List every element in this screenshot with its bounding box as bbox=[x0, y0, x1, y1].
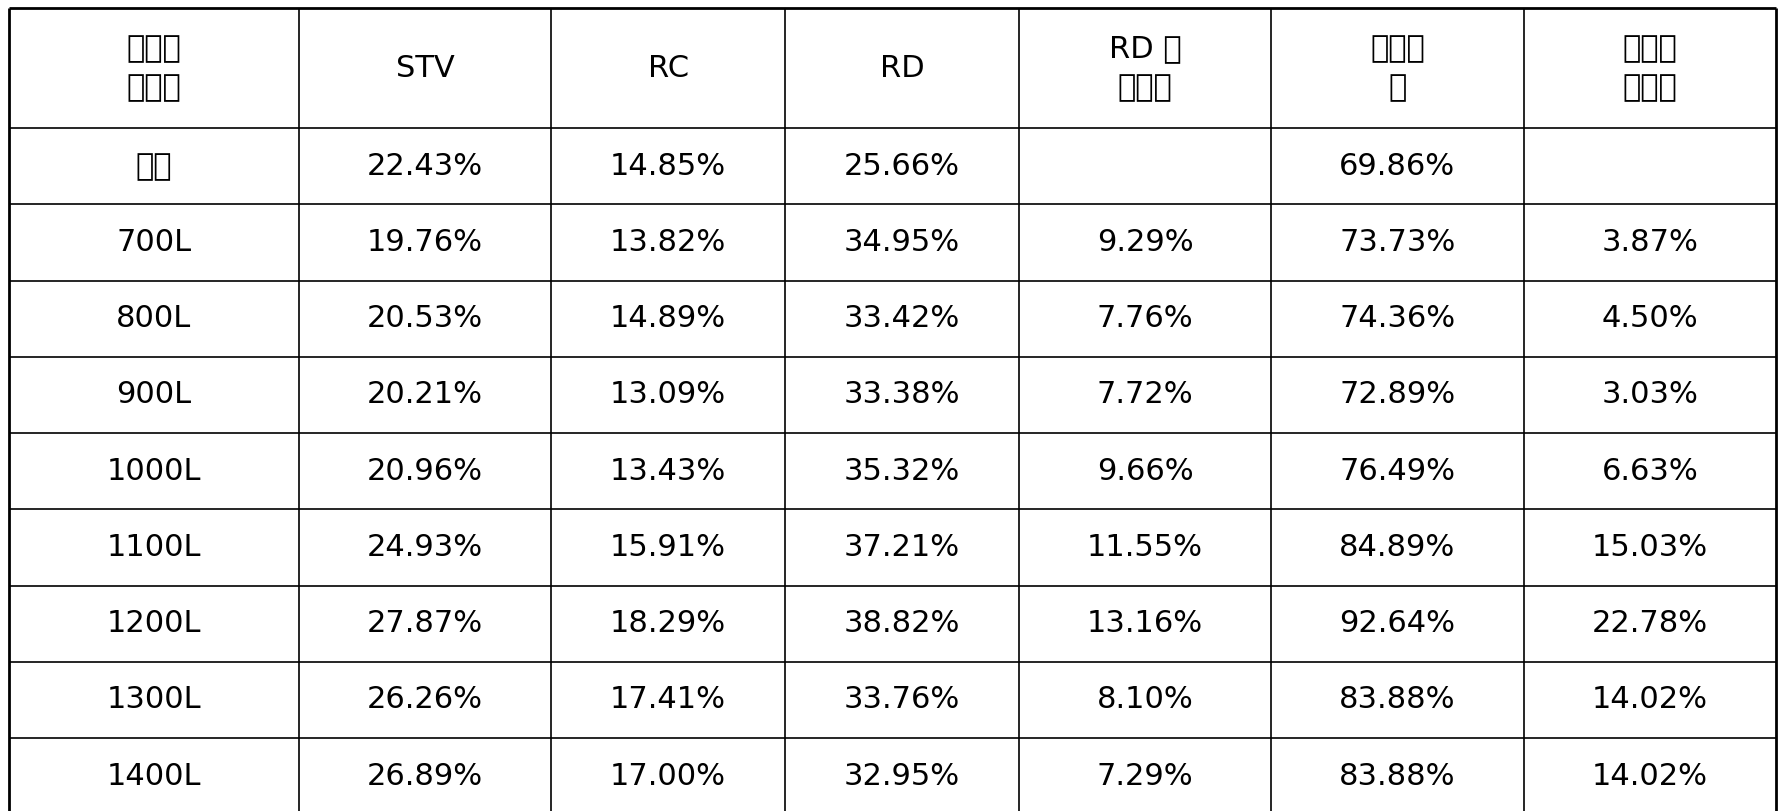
Text: 6.63%: 6.63% bbox=[1601, 457, 1698, 486]
Text: 11.55%: 11.55% bbox=[1087, 533, 1203, 562]
Text: 15.03%: 15.03% bbox=[1592, 533, 1708, 562]
Text: 37.21%: 37.21% bbox=[844, 533, 960, 562]
Text: 1400L: 1400L bbox=[107, 762, 202, 791]
Text: 14.02%: 14.02% bbox=[1592, 762, 1708, 791]
Text: 32.95%: 32.95% bbox=[844, 762, 960, 791]
Text: STV: STV bbox=[396, 54, 455, 83]
Text: 1200L: 1200L bbox=[107, 609, 202, 638]
Text: 料液: 料液 bbox=[136, 152, 171, 181]
Text: 20.53%: 20.53% bbox=[368, 304, 484, 333]
Text: 7.72%: 7.72% bbox=[1096, 380, 1192, 410]
Text: 20.96%: 20.96% bbox=[368, 457, 484, 486]
Text: 1100L: 1100L bbox=[107, 533, 202, 562]
Text: 13.09%: 13.09% bbox=[610, 380, 726, 410]
Text: 26.26%: 26.26% bbox=[368, 685, 484, 714]
Text: 20.21%: 20.21% bbox=[368, 380, 484, 410]
Text: 92.64%: 92.64% bbox=[1339, 609, 1455, 638]
Text: 9.29%: 9.29% bbox=[1096, 228, 1192, 257]
Text: 34.95%: 34.95% bbox=[844, 228, 960, 257]
Text: 3.03%: 3.03% bbox=[1601, 380, 1698, 410]
Text: 13.16%: 13.16% bbox=[1087, 609, 1203, 638]
Text: 700L: 700L bbox=[116, 228, 191, 257]
Text: 18.29%: 18.29% bbox=[610, 609, 726, 638]
Text: 14.85%: 14.85% bbox=[610, 152, 726, 181]
Text: 4.50%: 4.50% bbox=[1601, 304, 1698, 333]
Text: 74.36%: 74.36% bbox=[1339, 304, 1455, 333]
Text: 15.91%: 15.91% bbox=[610, 533, 726, 562]
Text: 14.02%: 14.02% bbox=[1592, 685, 1708, 714]
Text: 73.73%: 73.73% bbox=[1339, 228, 1455, 257]
Text: 总甙含
量提高: 总甙含 量提高 bbox=[1623, 35, 1678, 101]
Text: 9.66%: 9.66% bbox=[1096, 457, 1192, 486]
Text: 33.38%: 33.38% bbox=[844, 380, 960, 410]
Text: 38.82%: 38.82% bbox=[844, 609, 960, 638]
Text: RC: RC bbox=[648, 54, 689, 83]
Text: 22.43%: 22.43% bbox=[368, 152, 484, 181]
Text: 33.42%: 33.42% bbox=[844, 304, 960, 333]
Text: 总甙含
量: 总甙含 量 bbox=[1371, 35, 1424, 101]
Text: RD 含
量提高: RD 含 量提高 bbox=[1108, 35, 1182, 101]
Text: 7.76%: 7.76% bbox=[1096, 304, 1192, 333]
Text: 33.76%: 33.76% bbox=[844, 685, 960, 714]
Text: 22.78%: 22.78% bbox=[1592, 609, 1708, 638]
Text: 19.76%: 19.76% bbox=[368, 228, 484, 257]
Text: 7.29%: 7.29% bbox=[1096, 762, 1192, 791]
Text: 1300L: 1300L bbox=[107, 685, 202, 714]
Text: 35.32%: 35.32% bbox=[844, 457, 960, 486]
Text: 25.66%: 25.66% bbox=[844, 152, 960, 181]
Text: 800L: 800L bbox=[116, 304, 191, 333]
Text: 69.86%: 69.86% bbox=[1339, 152, 1455, 181]
Text: 1000L: 1000L bbox=[107, 457, 202, 486]
Text: 24.93%: 24.93% bbox=[368, 533, 484, 562]
Text: 900L: 900L bbox=[116, 380, 191, 410]
Text: 27.87%: 27.87% bbox=[368, 609, 484, 638]
Text: 8.10%: 8.10% bbox=[1096, 685, 1194, 714]
Text: 84.89%: 84.89% bbox=[1339, 533, 1455, 562]
Text: 17.00%: 17.00% bbox=[610, 762, 726, 791]
Text: 76.49%: 76.49% bbox=[1339, 457, 1455, 486]
Text: 83.88%: 83.88% bbox=[1339, 762, 1455, 791]
Text: 色谱分
析对象: 色谱分 析对象 bbox=[127, 35, 182, 101]
Text: 17.41%: 17.41% bbox=[610, 685, 726, 714]
Text: RD: RD bbox=[880, 54, 925, 83]
Text: 3.87%: 3.87% bbox=[1601, 228, 1698, 257]
Text: 13.82%: 13.82% bbox=[610, 228, 726, 257]
Text: 26.89%: 26.89% bbox=[368, 762, 484, 791]
Text: 72.89%: 72.89% bbox=[1339, 380, 1455, 410]
Text: 13.43%: 13.43% bbox=[610, 457, 726, 486]
Text: 14.89%: 14.89% bbox=[610, 304, 726, 333]
Text: 83.88%: 83.88% bbox=[1339, 685, 1455, 714]
